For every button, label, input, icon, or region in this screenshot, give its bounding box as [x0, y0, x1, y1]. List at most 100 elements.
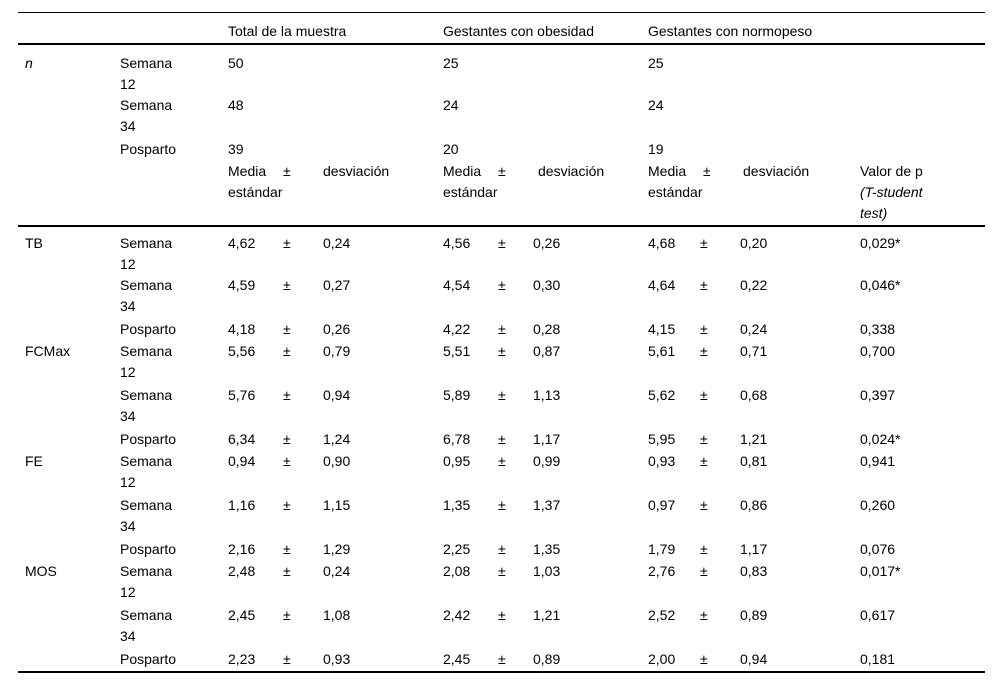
period-line1: Semana: [120, 343, 173, 359]
pm-2: ±: [700, 387, 708, 403]
data-row: Semana 34 4,59 ± 0,27 4,54 ± 0,30 4,64 ±…: [18, 275, 985, 319]
stat-header-normopeso: Media ± desviación estándar: [648, 161, 860, 225]
sd-1: 0,30: [533, 277, 561, 293]
plus-minus-symbol: ±: [283, 163, 291, 179]
mean-0: 2,16: [228, 541, 256, 557]
data-row: FE Semana 12 0,94 ± 0,90 0,95 ± 0,99 0,9…: [18, 451, 985, 495]
period-line1: Semana: [120, 497, 173, 513]
sd-1: 1,35: [533, 541, 561, 557]
n-value-total: 50: [228, 55, 244, 71]
sd-1: 0,26: [533, 235, 561, 251]
n-value-total: 48: [228, 97, 244, 113]
n-value-obesidad: 20: [443, 141, 459, 157]
pm-0: ±: [283, 607, 291, 623]
sd-2: 0,83: [740, 563, 768, 579]
period-line1: Posparto: [120, 431, 177, 447]
sd-0: 0,93: [323, 651, 351, 667]
stat-header-line1: Media ± desviación: [443, 161, 648, 182]
data-row: MOS Semana 12 2,48 ± 0,24 2,08 ± 1,03 2,…: [18, 561, 985, 605]
sd-2: 0,71: [740, 343, 768, 359]
p-value: 0,941: [860, 453, 896, 469]
data-row: Posparto 2,23 ± 0,93 2,45 ± 0,89 2,00 ± …: [18, 649, 985, 671]
data-row: TB Semana 12 4,62 ± 0,24 4,56 ± 0,26 4,6…: [18, 227, 985, 275]
sample-size-row: Semana 34 48 24 24: [18, 95, 985, 139]
period-line2: 34: [120, 298, 136, 314]
sd-2: 1,17: [740, 541, 768, 557]
period-line2: 34: [120, 118, 136, 134]
mean-0: 2,23: [228, 651, 256, 667]
p-value: 0,617: [860, 607, 896, 623]
variable-label: [18, 429, 120, 451]
n-value-normopeso: 19: [648, 141, 664, 157]
mean-2: 5,61: [648, 343, 676, 359]
period-cell: Posparto: [120, 319, 228, 341]
variable-label: [18, 319, 120, 341]
period-cell: Posparto: [120, 139, 228, 161]
period-line1: Semana: [120, 277, 173, 293]
p-value: 0,024*: [860, 431, 901, 447]
variable-label: [18, 539, 120, 561]
period-line1: Posparto: [120, 141, 177, 157]
plus-minus-symbol: ±: [498, 163, 506, 179]
data-row: Posparto 2,16 ± 1,29 2,25 ± 1,35 1,79 ± …: [18, 539, 985, 561]
sd-0: 1,24: [323, 431, 351, 447]
period-line2: 12: [120, 584, 136, 600]
mean-1: 4,54: [443, 277, 471, 293]
variable-label: [18, 275, 120, 319]
stat-header-row: Media ± desviación estándar Media ± desv…: [18, 161, 985, 227]
period-cell: Semana 34: [120, 605, 228, 649]
variable-label: TB: [25, 235, 43, 251]
pm-0: ±: [283, 235, 291, 251]
mean-0: 4,18: [228, 321, 256, 337]
variable-label: FCMax: [25, 343, 71, 359]
mean-label: Media: [228, 163, 267, 179]
pm-1: ±: [498, 321, 506, 337]
pm-0: ±: [283, 651, 291, 667]
sd-0: 0,24: [323, 563, 351, 579]
pm-0: ±: [283, 563, 291, 579]
pm-2: ±: [700, 277, 708, 293]
p-value: 0,017*: [860, 563, 901, 579]
mean-2: 0,93: [648, 453, 676, 469]
variable-label: n: [25, 55, 33, 71]
empty-period-header-cell: [120, 21, 228, 43]
pm-1: ±: [498, 277, 506, 293]
period-cell: Semana 34: [120, 495, 228, 539]
p-value: 0,338: [860, 321, 896, 337]
pm-2: ±: [700, 321, 708, 337]
period-cell: Semana 34: [120, 95, 228, 139]
pm-0: ±: [283, 343, 291, 359]
variable-label: [18, 95, 120, 139]
sd-2: 0,20: [740, 235, 768, 251]
period-line1: Semana: [120, 235, 173, 251]
period-line1: Semana: [120, 387, 173, 403]
mean-1: 4,22: [443, 321, 471, 337]
period-line1: Semana: [120, 563, 173, 579]
sd-0: 0,94: [323, 387, 351, 403]
period-line1: Posparto: [120, 541, 177, 557]
period-line1: Semana: [120, 97, 173, 113]
mean-label: Media: [443, 163, 482, 179]
p-value-header: Valor de p (T-student test): [860, 161, 985, 225]
sd-2: 0,86: [740, 497, 768, 513]
period-line1: Semana: [120, 607, 173, 623]
period-cell: Posparto: [120, 539, 228, 561]
variable-label: [18, 139, 120, 161]
pm-0: ±: [283, 321, 291, 337]
sd-2: 1,21: [740, 431, 768, 447]
variable-label: [18, 495, 120, 539]
pm-2: ±: [700, 431, 708, 447]
pm-0: ±: [283, 277, 291, 293]
period-cell: Posparto: [120, 649, 228, 671]
data-row: Semana 34 5,76 ± 0,94 5,89 ± 1,13 5,62 ±…: [18, 385, 985, 429]
mean-2: 5,95: [648, 431, 676, 447]
period-cell: Semana 12: [120, 53, 228, 95]
sd-1: 0,99: [533, 453, 561, 469]
period-line2: 34: [120, 408, 136, 424]
pm-2: ±: [700, 541, 708, 557]
sample-size-section: n Semana 12 50 25 25 Semana 34 48 24 24 …: [18, 45, 985, 161]
column-header-obesidad: Gestantes con obesidad: [443, 23, 594, 39]
period-line2: 34: [120, 628, 136, 644]
period-line1: Semana: [120, 55, 173, 71]
mean-0: 0,94: [228, 453, 256, 469]
